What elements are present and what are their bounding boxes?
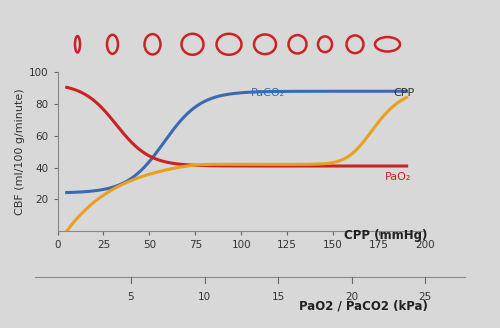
Text: 20: 20 xyxy=(345,292,358,302)
Text: CPP (mmHg): CPP (mmHg) xyxy=(344,229,428,242)
Text: PaCO₂: PaCO₂ xyxy=(250,88,284,98)
Text: CPP: CPP xyxy=(394,88,415,98)
Text: 15: 15 xyxy=(272,292,284,302)
Text: 25: 25 xyxy=(418,292,432,302)
Text: PaO₂: PaO₂ xyxy=(384,172,411,182)
Text: PaO2 / PaCO2 (kPa): PaO2 / PaCO2 (kPa) xyxy=(298,300,428,313)
Text: 5: 5 xyxy=(128,292,134,302)
Text: 10: 10 xyxy=(198,292,211,302)
Y-axis label: CBF (ml/100 g/minute): CBF (ml/100 g/minute) xyxy=(14,88,24,215)
